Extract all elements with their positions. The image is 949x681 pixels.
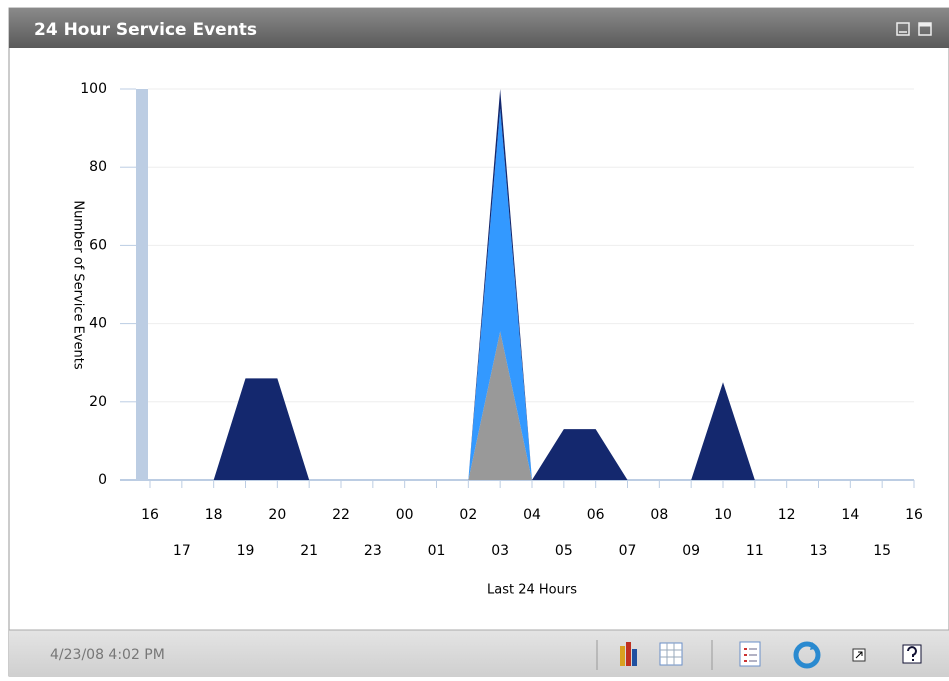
panel bbox=[8, 7, 949, 677]
x-tick-label: 10 bbox=[714, 507, 732, 523]
x-tick-label: 11 bbox=[746, 543, 764, 559]
x-tick-label: 12 bbox=[778, 507, 796, 523]
plot: 0 20 40 60 80 100 16 17 18 19 20 21 22 23 00 01 02 03 04 05… bbox=[80, 81, 923, 559]
y-axis-label: Number of Service Events bbox=[71, 200, 86, 369]
timestamp: 4/23/08 4:02 PM bbox=[50, 647, 165, 663]
y-tick-label: 20 bbox=[89, 394, 107, 410]
x-tick-label: 16 bbox=[141, 507, 159, 523]
table-view-button[interactable] bbox=[659, 642, 683, 666]
x-tick-label: 14 bbox=[841, 507, 859, 523]
x-tick-label: 00 bbox=[396, 507, 414, 523]
x-tick-label: 16 bbox=[905, 507, 923, 523]
x-axis-label: Last 24 Hours bbox=[487, 583, 577, 598]
help-button[interactable] bbox=[902, 644, 922, 664]
footer bbox=[9, 630, 949, 677]
x-tick-label: 08 bbox=[650, 507, 668, 523]
legend-button[interactable] bbox=[739, 641, 761, 667]
popout-button[interactable] bbox=[852, 648, 866, 662]
y-tick-label: 0 bbox=[98, 472, 107, 488]
area-series bbox=[150, 89, 914, 480]
refresh-button[interactable] bbox=[793, 641, 821, 669]
y-tick-label: 60 bbox=[89, 237, 107, 253]
x-tick-label: 04 bbox=[523, 507, 541, 523]
x-tick-label: 23 bbox=[364, 543, 382, 559]
y-tick-label: 80 bbox=[89, 159, 107, 175]
chart-view-button[interactable] bbox=[620, 642, 637, 666]
x-tick-label: 15 bbox=[873, 543, 891, 559]
x-tick-label: 18 bbox=[205, 507, 223, 523]
x-tick-label: 05 bbox=[555, 543, 573, 559]
axis-wall bbox=[136, 89, 148, 480]
y-tick-label: 100 bbox=[80, 81, 107, 97]
x-tick-label: 03 bbox=[491, 543, 509, 559]
x-tick-label: 21 bbox=[300, 543, 318, 559]
x-tick-label: 19 bbox=[237, 543, 255, 559]
maximize-button[interactable] bbox=[918, 22, 932, 36]
x-tick-label: 01 bbox=[428, 543, 446, 559]
panel-title: 24 Hour Service Events bbox=[34, 20, 257, 40]
x-tick-label: 17 bbox=[173, 543, 191, 559]
x-tick-label: 20 bbox=[268, 507, 286, 523]
x-tick-label: 02 bbox=[459, 507, 477, 523]
x-tick-label: 22 bbox=[332, 507, 350, 523]
title-bar bbox=[9, 8, 949, 48]
x-tick-label: 07 bbox=[619, 543, 637, 559]
x-tick-label: 13 bbox=[810, 543, 828, 559]
minimize-button[interactable] bbox=[896, 22, 910, 36]
x-tick-label: 06 bbox=[587, 507, 605, 523]
x-tick-label: 09 bbox=[682, 543, 700, 559]
y-tick-label: 40 bbox=[89, 316, 107, 332]
